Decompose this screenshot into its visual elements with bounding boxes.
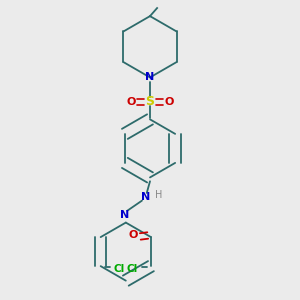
Text: Cl: Cl [127, 264, 138, 274]
Text: O: O [164, 97, 173, 106]
Text: H: H [155, 190, 162, 200]
Text: N: N [120, 209, 129, 220]
Text: Cl: Cl [114, 264, 125, 274]
Text: O: O [127, 97, 136, 106]
Text: O: O [128, 230, 138, 241]
Text: S: S [146, 95, 154, 108]
Text: N: N [146, 72, 154, 82]
Text: N: N [140, 192, 150, 202]
